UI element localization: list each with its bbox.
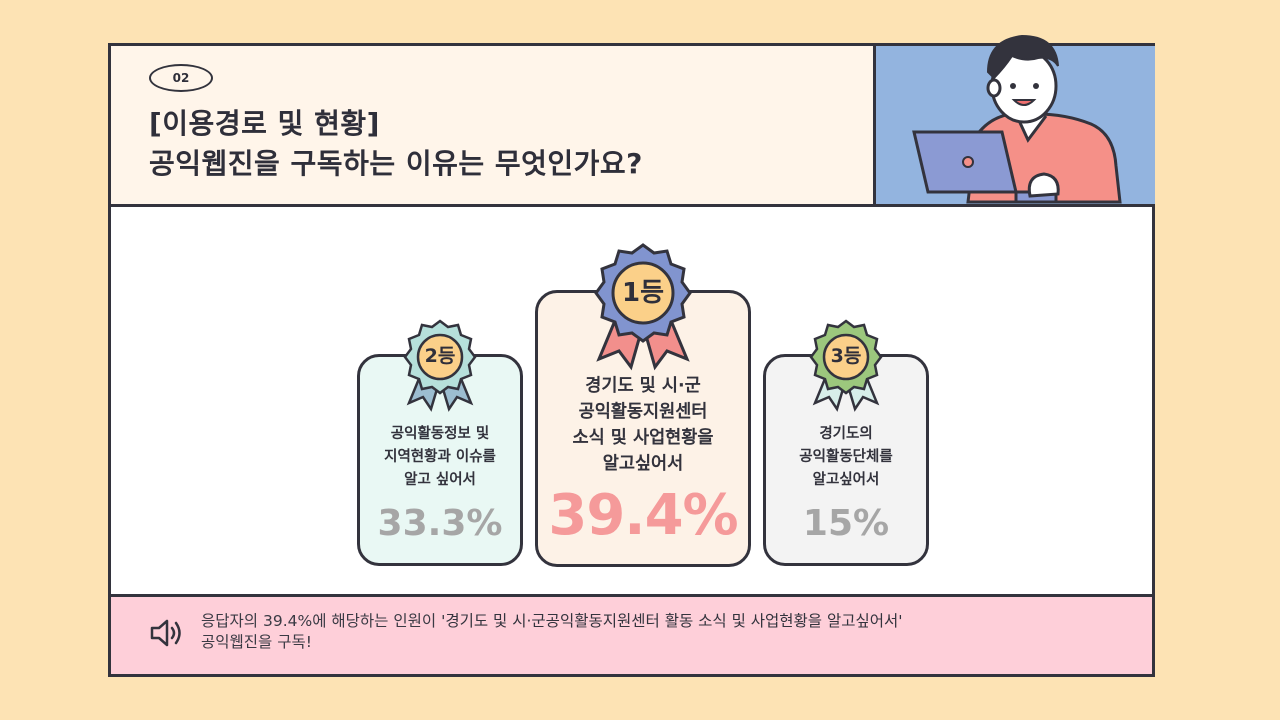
person-with-laptop-icon [912, 34, 1122, 204]
rank-label-first: 1등 [621, 278, 664, 308]
speaker-icon [150, 619, 181, 647]
slide-frame: 02 [이용경로 및 현황] 공익웹진을 구독하는 이유는 무엇인가요? [108, 34, 1155, 677]
title-line-2: 공익웹진을 구독하는 이유는 무엇인가요? [149, 147, 643, 180]
footer-note-bar: 응답자의 39.4%에 해당하는 인원이 '경기도 및 시·군공익활동지원센터 … [111, 594, 1152, 674]
medal-third-icon [809, 319, 883, 412]
title-line-1: [이용경로 및 현황] [149, 107, 380, 140]
person-laptop-illustration [873, 34, 1155, 204]
medal-first-icon [594, 243, 692, 371]
summary-line-1: 응답자의 39.4%에 해당하는 인원이 '경기도 및 시·군공익활동지원센터 … [201, 611, 903, 632]
rank-label-third: 3등 [830, 345, 862, 367]
header: 02 [이용경로 및 현황] 공익웹진을 구독하는 이유는 무엇인가요? [111, 34, 1155, 207]
summary-line-2: 공익웹진을 구독! [201, 633, 312, 651]
rank-card-first: 1등 경기도 및 시·군 공익활동지원센터 소식 및 사업현황을 알고싶어서 3… [535, 243, 751, 567]
rank-description-first: 경기도 및 시·군 공익활동지원센터 소식 및 사업현황을 알고싶어서 [572, 376, 714, 474]
rank-percent-second: 33.3% [377, 503, 503, 544]
summary-prefix: 응답자의 39.4%에 해당하는 인원이 [201, 612, 442, 630]
summary-highlight: '경기도 및 시·군공익활동지원센터 활동 소식 및 사업현황을 알고싶어서' [441, 612, 903, 630]
rank-card-second: 2등 공익활동정보 및 지역현황과 이슈를 알고 싶어서 33.3% [357, 319, 523, 566]
summary-note: 응답자의 39.4%에 해당하는 인원이 '경기도 및 시·군공익활동지원센터 … [201, 611, 903, 653]
section-number-badge: 02 [149, 64, 213, 92]
rank-card-third: 3등 경기도의 공익활동단체를 알고싶어서 15% [763, 319, 929, 566]
rank-description-second: 공익활동정보 및 지역현황과 이슈를 알고 싶어서 [384, 426, 496, 488]
rank-label-second: 2등 [424, 345, 456, 367]
medal-second-icon [403, 319, 477, 412]
rank-description-third: 경기도의 공익활동단체를 알고싶어서 [799, 426, 893, 488]
rank-percent-first: 39.4% [548, 483, 738, 548]
page-title: [이용경로 및 현황] 공익웹진을 구독하는 이유는 무엇인가요? [149, 104, 643, 184]
rank-percent-third: 15% [802, 503, 890, 544]
